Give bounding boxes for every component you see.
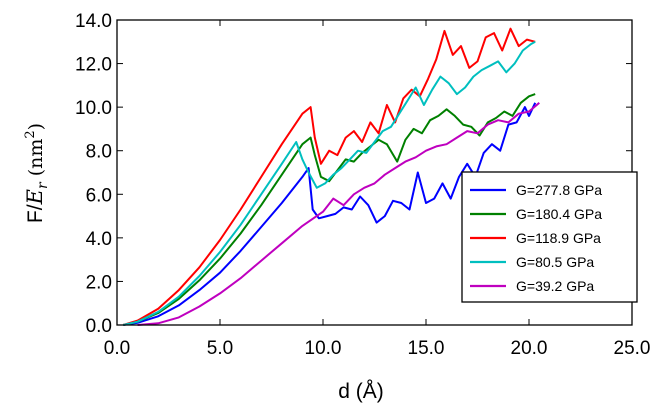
y-axis-label: F/Er (nm2) [23, 123, 51, 223]
y-axis: 0.0 2.0 4.0 6.0 8.0 10.0 12.0 14.0 [75, 11, 632, 337]
y-tick-label: 14.0 [75, 11, 112, 32]
y-axis-label-unit-close: ) [25, 123, 47, 130]
y-tick-label: 0.0 [86, 316, 112, 337]
x-tick-label: 25.0 [614, 338, 650, 359]
series-line-3 [122, 40, 536, 326]
x-tick-label: 0.0 [104, 338, 130, 359]
legend-label-1: G=180.4 GPa [516, 206, 602, 222]
svg-text:F/Er (nm2): F/Er (nm2) [23, 123, 51, 223]
plot-lines [122, 27, 540, 326]
y-axis-label-prefix: F/ [24, 204, 47, 223]
series-line-4 [137, 102, 540, 326]
x-axis: 0.0 5.0 10.0 15.0 20.0 25.0 [104, 20, 650, 359]
y-tick-label: 4.0 [86, 229, 112, 250]
y-tick-label: 8.0 [86, 142, 112, 163]
y-tick-label: 2.0 [86, 272, 112, 293]
x-tick-label: 5.0 [207, 338, 233, 359]
legend-label-4: G=39.2 GPa [516, 278, 594, 294]
y-axis-label-symbol: E [23, 189, 47, 205]
legend-label-0: G=277.8 GPa [516, 182, 602, 198]
series-line-2 [122, 27, 536, 326]
x-tick-label: 15.0 [408, 338, 445, 359]
x-tick-label: 10.0 [305, 338, 342, 359]
y-tick-label: 6.0 [86, 185, 112, 206]
legend-label-2: G=118.9 GPa [516, 230, 601, 246]
x-tick-label: 20.0 [511, 338, 548, 359]
y-axis-label-subscript: r [35, 181, 51, 189]
y-tick-label: 10.0 [75, 98, 112, 119]
y-axis-label-unit-sup: 2 [23, 130, 38, 138]
series-line-0 [123, 102, 537, 326]
y-tick-label: 12.0 [75, 55, 112, 76]
legend-label-3: G=80.5 GPa [516, 254, 594, 270]
y-axis-label-unit-open: (nm [25, 139, 47, 183]
x-axis-label: d (Å) [338, 380, 384, 403]
legend: G=277.8 GPa G=180.4 GPa G=118.9 GPa G=80.5 … [461, 171, 638, 303]
